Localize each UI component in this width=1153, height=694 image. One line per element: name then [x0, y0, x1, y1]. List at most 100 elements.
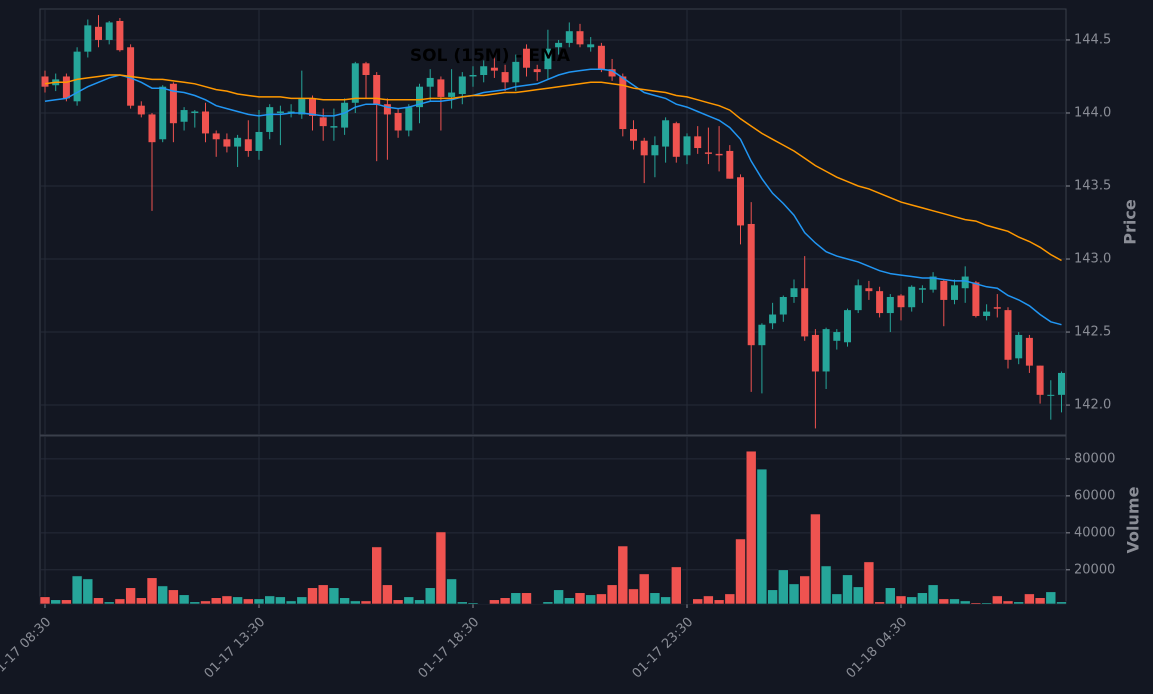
volume-bar [349, 600, 361, 605]
volume-bar [692, 598, 704, 605]
candle-body [565, 31, 573, 43]
candle-body [747, 223, 755, 346]
candle-body [41, 76, 49, 87]
candle-body [897, 295, 905, 308]
candle-body [223, 139, 231, 147]
candle-body [908, 286, 916, 308]
volume-bar [221, 595, 233, 605]
candle-body [876, 291, 884, 314]
candle-body [405, 107, 413, 131]
candle-body [533, 69, 541, 73]
candle-body [341, 102, 349, 128]
candle-body [480, 66, 488, 76]
candle-body [416, 86, 423, 108]
volume-bar [125, 587, 136, 605]
y-axis-label: Price [1121, 199, 1140, 245]
x-tick-label: 01-18 04:30 [844, 615, 911, 682]
candle-body [287, 111, 295, 113]
volume-bar [660, 596, 671, 605]
candle-body [394, 112, 402, 131]
volume-bar [1034, 597, 1046, 605]
candle-body [972, 282, 980, 316]
candle-body [833, 332, 841, 341]
volume-bar [895, 595, 907, 605]
volume-bar [114, 598, 126, 605]
volume-bar [917, 592, 928, 605]
volume-bar [371, 546, 383, 605]
volume-bar [938, 598, 950, 605]
candle-body [715, 153, 723, 156]
candle-body [951, 285, 958, 300]
volume-bar [767, 589, 778, 605]
volume-bar [275, 596, 286, 605]
volume-bar [424, 587, 436, 605]
volume-bar [446, 578, 457, 605]
candle-body [373, 75, 381, 105]
volume-bar [884, 587, 896, 605]
candle-body [790, 288, 798, 297]
volume-bar [927, 584, 939, 605]
candle-body [758, 324, 766, 346]
volume-bar [521, 592, 532, 605]
volume-bar [264, 595, 276, 605]
volume-bar [820, 565, 832, 605]
volume-bar [296, 596, 308, 605]
candle-body [276, 111, 284, 113]
candle-body [266, 107, 274, 132]
ema-line [44, 68, 1062, 326]
volume-bar [638, 573, 650, 605]
volume-bar [478, 603, 490, 605]
volume-bar [210, 597, 222, 605]
volume-bar [285, 600, 297, 605]
candle-body [1025, 337, 1033, 366]
candle-body [116, 20, 124, 51]
chart-title: SOL (15M) - EMA [410, 46, 571, 66]
y-tick-label: 143.5 [1074, 179, 1111, 194]
volume-bar [414, 599, 425, 605]
volume-bar [456, 601, 468, 605]
candle-body [469, 75, 477, 77]
candle-body [779, 296, 787, 315]
volume-bar [563, 597, 575, 605]
candle-body [822, 329, 830, 372]
volume-bar [799, 575, 811, 605]
volume-bar [189, 601, 201, 605]
candle-body [608, 69, 616, 77]
volume-bar [1013, 601, 1025, 605]
volume-bar [1045, 591, 1057, 605]
candle-body [148, 114, 156, 143]
candle-body [619, 76, 627, 130]
candle-body [544, 48, 552, 70]
y2-tick-label: 20000 [1074, 562, 1115, 577]
volume-bar [1002, 600, 1014, 605]
candle-body [330, 126, 338, 128]
volume-bar [981, 602, 992, 605]
candle-body [490, 67, 498, 71]
volume-bar [606, 584, 618, 605]
volume-bar [499, 597, 511, 605]
volume-bar [253, 598, 265, 605]
volume-bar [949, 598, 960, 605]
candle-body [84, 25, 92, 52]
candle-body [1015, 334, 1023, 359]
candle-body [993, 307, 1001, 309]
x-tick-label: 01-17 08:30 [0, 615, 54, 682]
candle-body [940, 280, 948, 300]
candle-body [105, 22, 113, 40]
volume-bar [103, 601, 115, 605]
volume-bar [863, 561, 875, 605]
candle-body [769, 314, 777, 324]
candle-body [694, 136, 702, 149]
ema-line [44, 74, 1062, 262]
volume-bar [360, 600, 372, 605]
y2-tick-label: 40000 [1074, 525, 1115, 540]
volume-bar [959, 600, 971, 605]
y-tick-label: 142.5 [1074, 325, 1111, 340]
volume-bar [61, 599, 72, 605]
volume-bar [703, 595, 714, 605]
volume-bar [1024, 593, 1035, 605]
candle-body [234, 137, 242, 147]
candle-body [244, 139, 252, 151]
volume-bar [788, 583, 800, 605]
volume-bar [467, 602, 479, 605]
